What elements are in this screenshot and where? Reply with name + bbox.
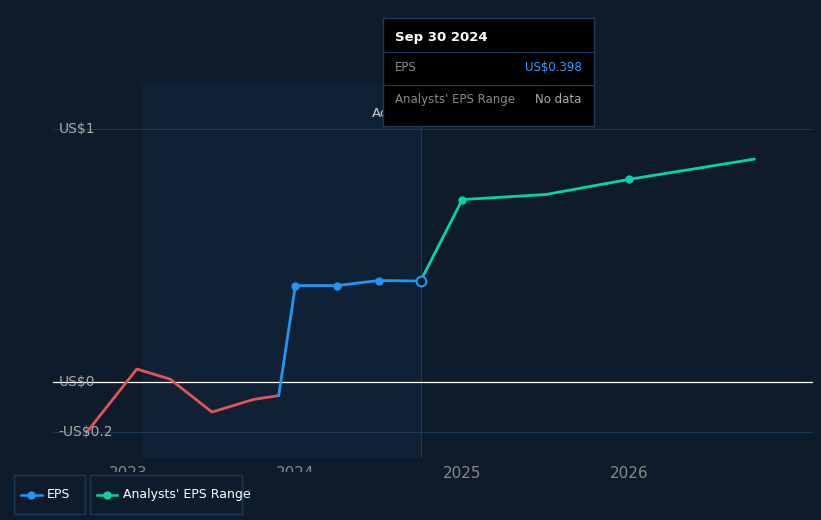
- Text: Analysts Forecasts: Analysts Forecasts: [427, 107, 551, 120]
- Text: Actual: Actual: [372, 107, 414, 120]
- Text: Sep 30 2024: Sep 30 2024: [395, 31, 488, 44]
- Text: US$0: US$0: [58, 375, 95, 389]
- Text: EPS: EPS: [395, 61, 417, 74]
- FancyBboxPatch shape: [90, 475, 241, 514]
- Bar: [142, 83, 420, 458]
- FancyBboxPatch shape: [14, 475, 85, 514]
- Text: US$0.398: US$0.398: [525, 61, 582, 74]
- Text: Analysts' EPS Range: Analysts' EPS Range: [395, 94, 516, 107]
- Text: EPS: EPS: [47, 488, 70, 501]
- Text: US$1: US$1: [58, 122, 95, 136]
- Text: -US$0.2: -US$0.2: [58, 425, 112, 439]
- Text: Analysts' EPS Range: Analysts' EPS Range: [122, 488, 250, 501]
- Text: No data: No data: [535, 94, 582, 107]
